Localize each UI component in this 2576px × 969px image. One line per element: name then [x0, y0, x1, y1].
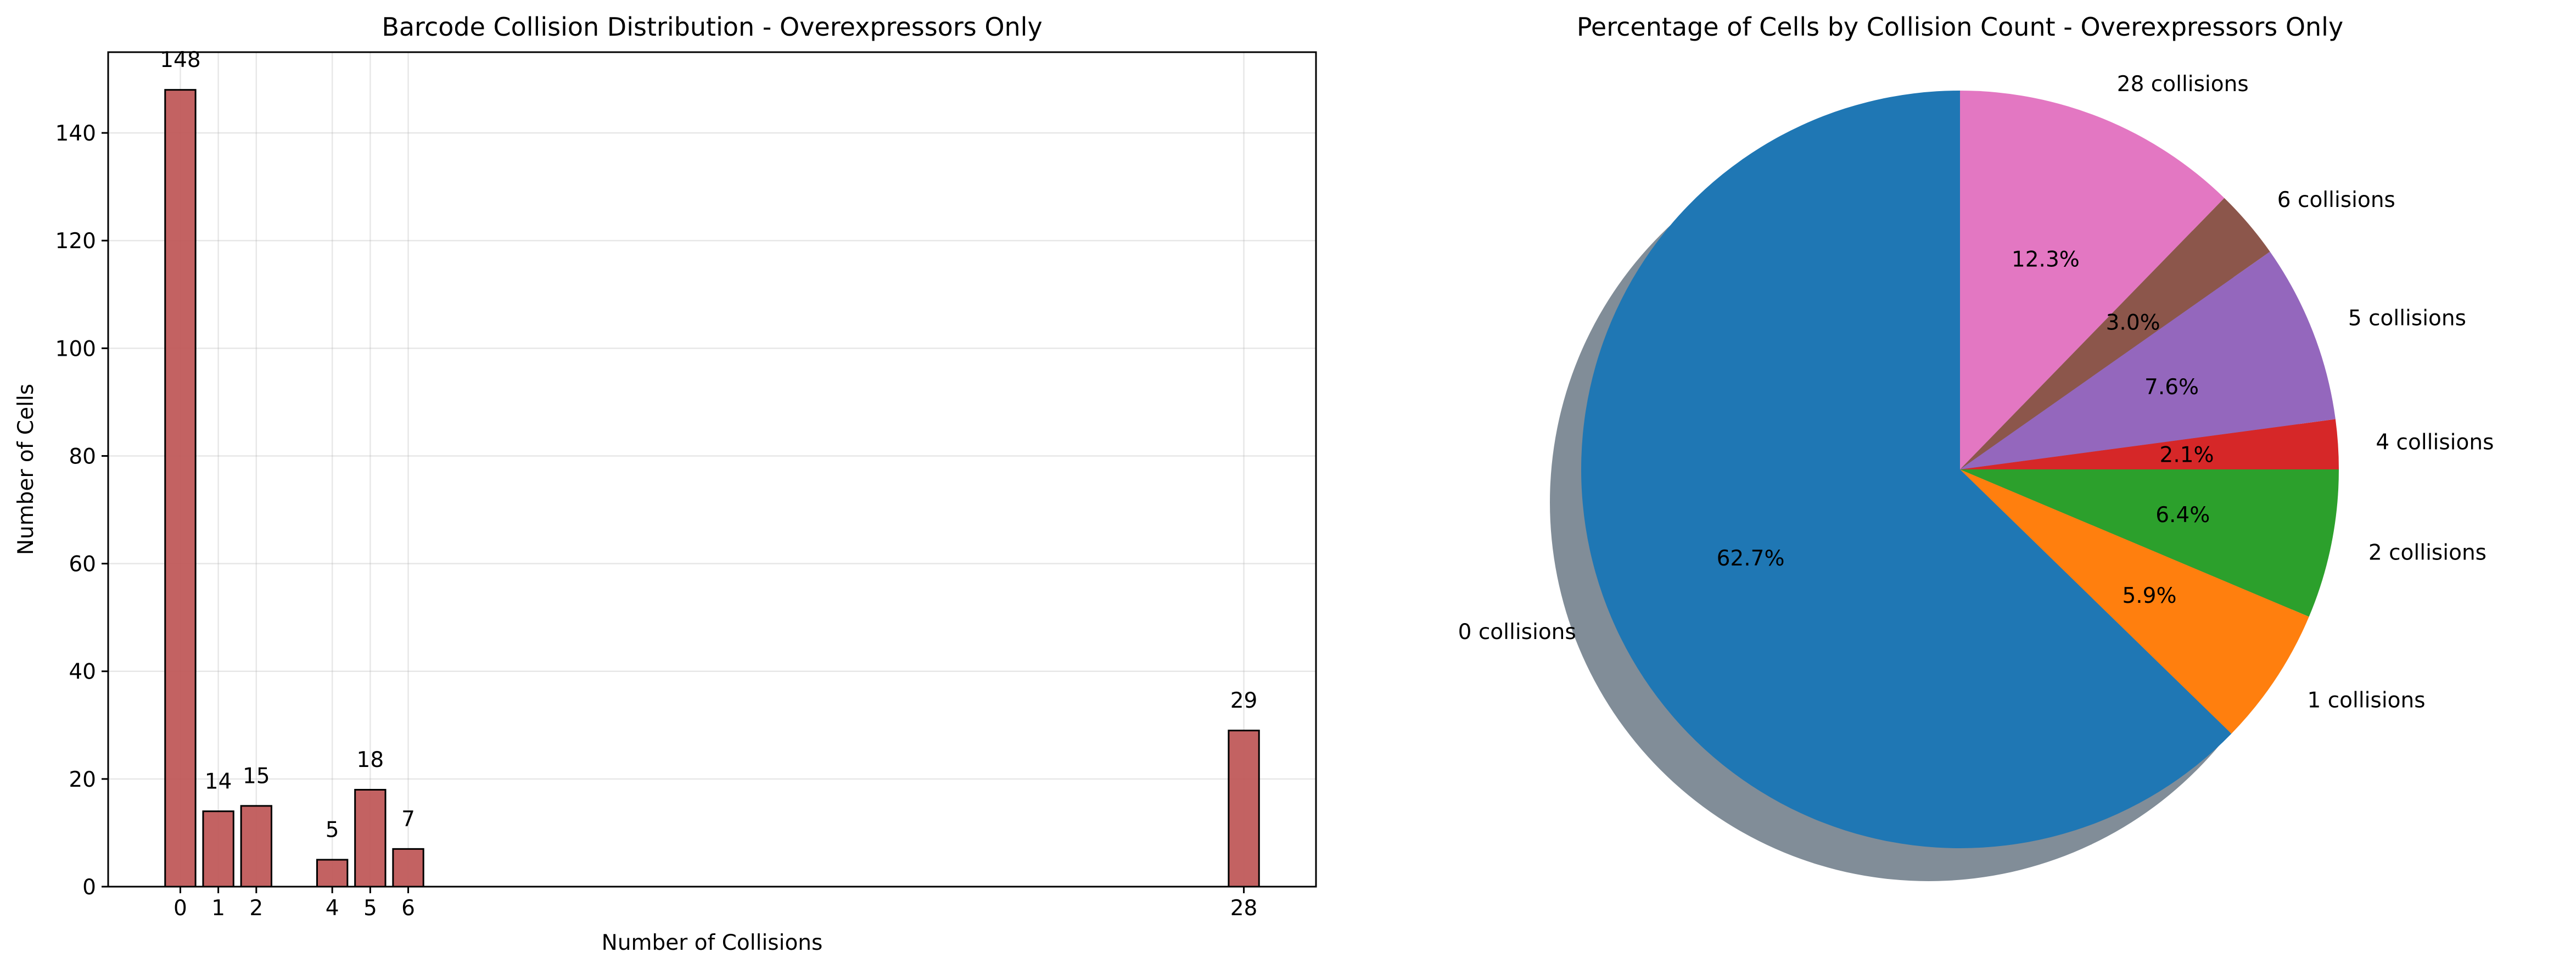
pie-wedge — [1960, 91, 2225, 469]
pie-category-label: 6 collisions — [2277, 188, 2395, 212]
bar — [1228, 730, 1260, 888]
pie-category-label: 4 collisions — [2376, 430, 2494, 455]
x-tick-label: 6 — [401, 896, 415, 921]
pie-category-label: 28 collisions — [2117, 72, 2249, 97]
bar — [202, 810, 234, 888]
bar-data-label: 29 — [1230, 688, 1258, 713]
y-tick-label: 0 — [82, 875, 96, 900]
pie-chart-category-labels: 0 collisions 1 collisions 2 collisions 4 co… — [1458, 72, 2494, 713]
bar-chart: Barcode Collision Distribution - Overexp… — [14, 12, 1317, 955]
bar-chart-y-ticks: 0 20 40 60 80 100 120 140 — [55, 121, 108, 900]
bar-data-label: 18 — [357, 748, 384, 772]
pie-wedge — [1960, 419, 2339, 469]
bar-data-label: 7 — [401, 807, 415, 832]
pie-percent-label: 5.9% — [2122, 584, 2176, 608]
bar-data-label: 5 — [326, 818, 339, 843]
bar-chart-x-ticks: 0 1 2 4 5 6 28 — [173, 887, 1257, 921]
x-tick-label: 0 — [173, 896, 187, 921]
y-tick-label: 40 — [69, 660, 96, 685]
bar — [316, 859, 349, 888]
pie-category-label: 1 collisions — [2307, 688, 2425, 713]
y-axis-label: Number of Cells — [14, 384, 38, 555]
bar-chart-bars — [164, 89, 1260, 888]
bar-data-label: 14 — [205, 769, 232, 794]
pie-wedge — [1960, 251, 2336, 469]
pie-chart-title: Percentage of Cells by Collision Count -… — [1577, 12, 2343, 42]
pie-category-label: 2 collisions — [2368, 541, 2487, 565]
y-tick-label: 140 — [55, 121, 96, 146]
pie-percent-label: 6.4% — [2155, 503, 2210, 528]
y-tick-label: 60 — [69, 552, 96, 577]
y-tick-label: 20 — [69, 768, 96, 792]
bar — [392, 848, 424, 888]
x-tick-label: 28 — [1230, 896, 1258, 921]
y-tick-label: 80 — [69, 444, 96, 469]
pie-chart-wedges — [1581, 91, 2339, 848]
x-axis-label: Number of Collisions — [602, 931, 823, 955]
bar-chart-grid — [108, 52, 1316, 888]
pie-category-label: 5 collisions — [2348, 306, 2466, 331]
bar-chart-frame — [107, 51, 1317, 888]
pie-percent-label: 2.1% — [2160, 443, 2214, 467]
y-tick-label: 120 — [55, 229, 96, 254]
pie-percent-label: 7.6% — [2144, 375, 2199, 400]
pie-wedge — [1960, 469, 2339, 617]
bar — [240, 805, 272, 888]
x-tick-label: 2 — [249, 896, 263, 921]
x-tick-label: 4 — [326, 896, 339, 921]
x-tick-label: 1 — [211, 896, 225, 921]
x-tick-label: 5 — [363, 896, 377, 921]
pie-percent-label: 62.7% — [1717, 546, 1785, 571]
pie-percent-label: 12.3% — [2012, 247, 2080, 272]
pie-wedge — [1960, 198, 2270, 469]
bar — [354, 788, 387, 888]
bar-data-label: 15 — [243, 764, 270, 788]
pie-wedge — [1960, 469, 2309, 734]
pie-category-label: 0 collisions — [1458, 620, 1576, 645]
pie-chart-percent-labels: 62.7% 5.9% 6.4% 2.1% 7.6% 3.0% 12.3% — [1717, 247, 2214, 608]
bar-chart-title: Barcode Collision Distribution - Overexp… — [382, 12, 1042, 42]
pie-chart: Percentage of Cells by Collision Count -… — [1458, 12, 2494, 881]
pie-wedge — [1581, 91, 2232, 848]
bar — [164, 89, 197, 888]
y-tick-label: 100 — [55, 337, 96, 361]
pie-percent-label: 3.0% — [2106, 311, 2160, 335]
